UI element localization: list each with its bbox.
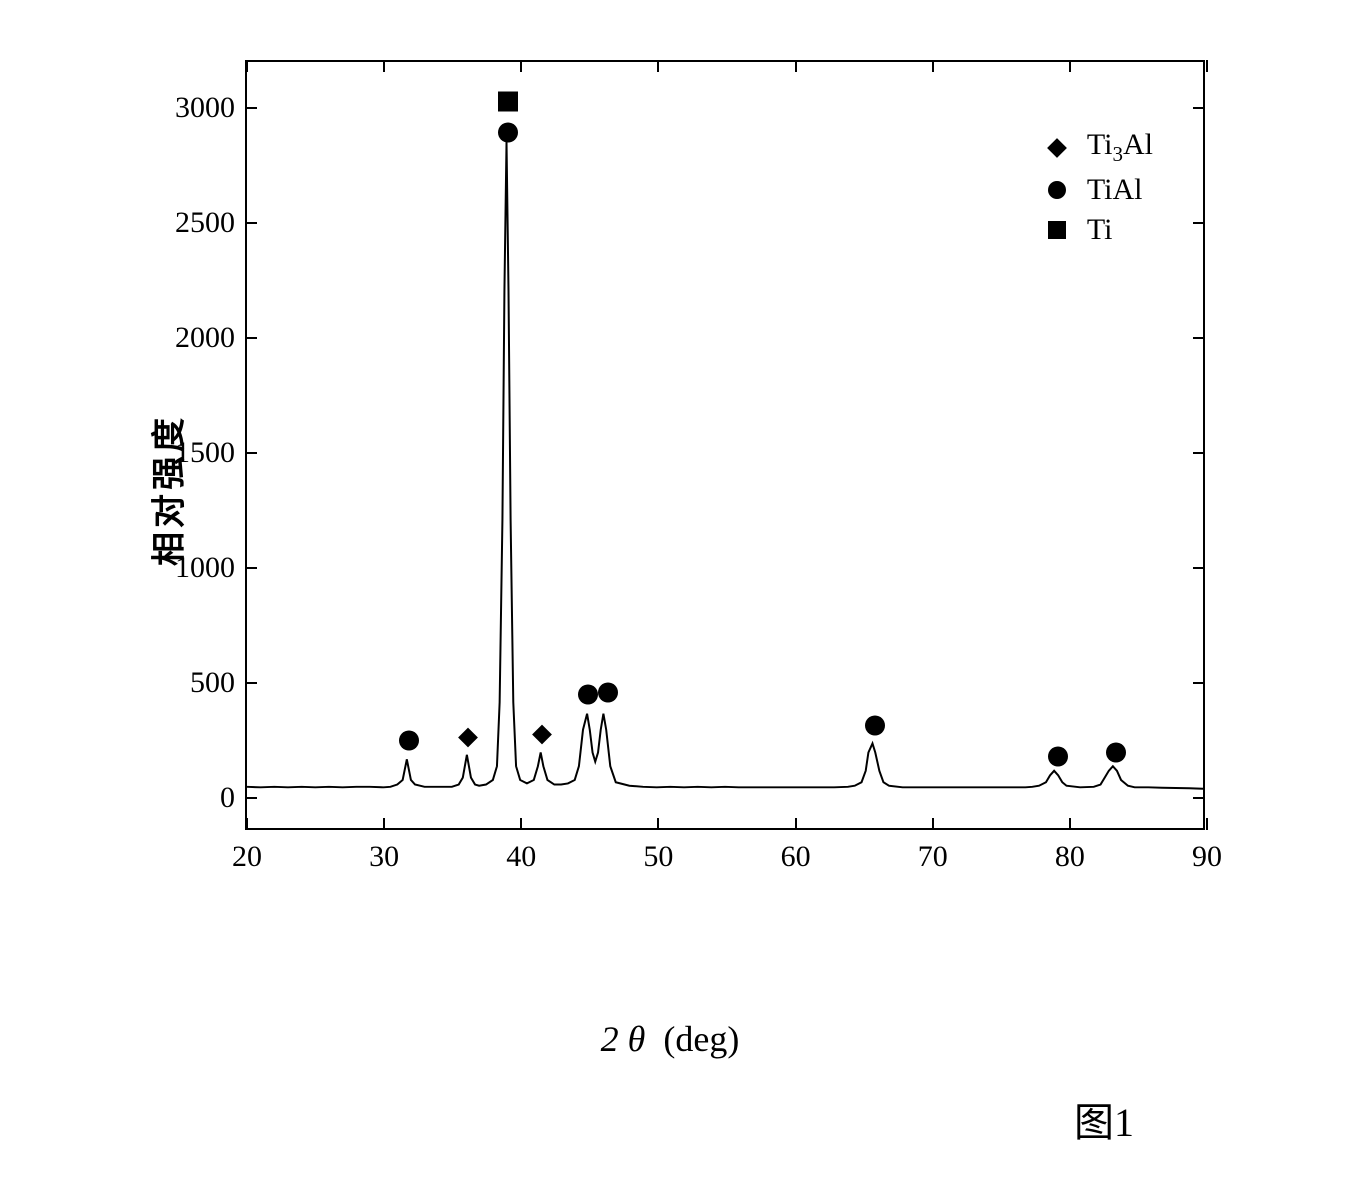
legend-label: Ti bbox=[1087, 213, 1113, 247]
x-tick-mark bbox=[383, 60, 385, 72]
chart-container: 相对强度 Ti3Al TiAl Ti bbox=[80, 30, 1260, 950]
x-tick-mark bbox=[246, 60, 248, 72]
plot-area: Ti3Al TiAl Ti 05001000150020002500300020… bbox=[245, 60, 1205, 830]
y-tick-label: 0 bbox=[220, 781, 247, 815]
circle-icon bbox=[1105, 742, 1127, 769]
y-tick-label: 500 bbox=[190, 666, 247, 700]
circle-icon bbox=[1045, 178, 1069, 202]
y-tick-mark bbox=[1193, 107, 1205, 109]
x-tick-label: 30 bbox=[369, 828, 399, 874]
legend-item-ti3al: Ti3Al bbox=[1045, 128, 1153, 167]
square-icon bbox=[497, 91, 519, 118]
x-tick-mark bbox=[1206, 60, 1208, 72]
y-tick-mark bbox=[1193, 797, 1205, 799]
circle-icon bbox=[1047, 745, 1069, 772]
x-tick-mark bbox=[520, 60, 522, 72]
x-tick-mark bbox=[795, 818, 797, 830]
x-tick-label: 20 bbox=[232, 828, 262, 874]
y-tick-mark bbox=[1193, 452, 1205, 454]
x-tick-label: 80 bbox=[1055, 828, 1085, 874]
y-tick-label: 2500 bbox=[175, 206, 247, 240]
legend-item-tial: TiAl bbox=[1045, 173, 1153, 207]
legend-item-ti: Ti bbox=[1045, 213, 1153, 247]
y-tick-label: 2000 bbox=[175, 321, 247, 355]
x-tick-mark bbox=[932, 60, 934, 72]
diamond-icon bbox=[531, 724, 553, 751]
y-tick-label: 1000 bbox=[175, 551, 247, 585]
x-tick-mark bbox=[1069, 60, 1071, 72]
figure-caption: 图1 bbox=[1074, 1090, 1134, 1148]
x-tick-mark bbox=[657, 818, 659, 830]
x-tick-label: 90 bbox=[1192, 828, 1222, 874]
y-tick-mark bbox=[245, 107, 257, 109]
circle-icon bbox=[597, 681, 619, 708]
circle-icon bbox=[864, 715, 886, 742]
diamond-icon bbox=[1045, 136, 1069, 160]
y-tick-mark bbox=[1193, 337, 1205, 339]
y-tick-mark bbox=[245, 567, 257, 569]
y-tick-mark bbox=[1193, 222, 1205, 224]
x-tick-mark bbox=[795, 60, 797, 72]
y-tick-mark bbox=[1193, 567, 1205, 569]
y-tick-mark bbox=[245, 337, 257, 339]
circle-icon bbox=[497, 122, 519, 149]
x-tick-mark bbox=[520, 818, 522, 830]
x-tick-mark bbox=[657, 60, 659, 72]
legend-label: Ti3Al bbox=[1087, 128, 1153, 167]
x-tick-label: 40 bbox=[506, 828, 536, 874]
x-tick-mark bbox=[246, 818, 248, 830]
circle-icon bbox=[398, 730, 420, 757]
legend: Ti3Al TiAl Ti bbox=[1045, 122, 1153, 253]
y-tick-mark bbox=[245, 452, 257, 454]
y-tick-mark bbox=[245, 797, 257, 799]
legend-label: TiAl bbox=[1087, 173, 1143, 207]
x-tick-label: 50 bbox=[643, 828, 673, 874]
y-tick-mark bbox=[1193, 682, 1205, 684]
x-tick-label: 60 bbox=[781, 828, 811, 874]
y-tick-label: 1500 bbox=[175, 436, 247, 470]
y-tick-label: 3000 bbox=[175, 91, 247, 125]
x-tick-mark bbox=[1206, 818, 1208, 830]
y-tick-mark bbox=[245, 682, 257, 684]
square-icon bbox=[1045, 218, 1069, 242]
x-tick-mark bbox=[932, 818, 934, 830]
x-axis-label: 2 θ (deg) bbox=[601, 1018, 740, 1060]
y-tick-mark bbox=[245, 222, 257, 224]
diamond-icon bbox=[457, 726, 479, 753]
x-tick-mark bbox=[383, 818, 385, 830]
x-tick-label: 70 bbox=[918, 828, 948, 874]
x-tick-mark bbox=[1069, 818, 1071, 830]
